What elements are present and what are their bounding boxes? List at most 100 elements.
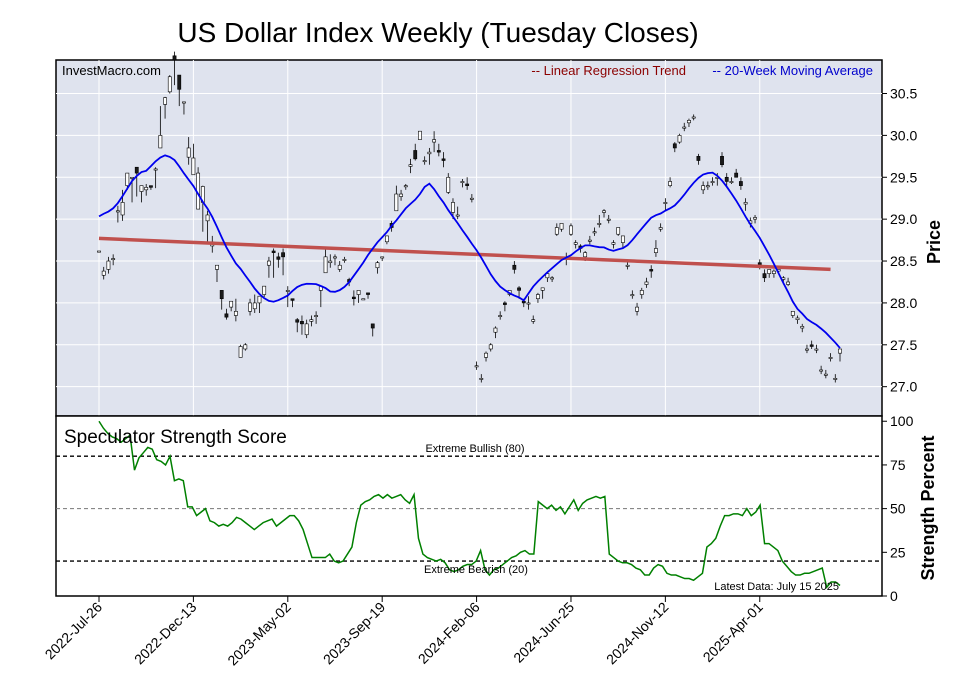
strength-panel-title: Speculator Strength Score xyxy=(64,427,287,448)
price-panel: 27.0 27.5 28.0 28.5 29.0 29.5 30.0 30.5 InvestM… xyxy=(55,51,944,417)
candle-body xyxy=(753,217,757,220)
candle xyxy=(502,301,507,312)
candle-body xyxy=(399,193,403,197)
watermark: InvestMacro.com xyxy=(62,63,161,78)
candle xyxy=(351,290,356,306)
candle-body xyxy=(149,185,153,188)
candle xyxy=(602,209,606,218)
candle xyxy=(436,143,441,157)
candle xyxy=(682,122,687,132)
candle-body xyxy=(602,210,606,213)
candle xyxy=(399,189,403,201)
chart-title: US Dollar Index Weekly (Tuesday Closes) xyxy=(177,17,698,48)
candle xyxy=(469,194,474,203)
extreme-bullish-label: Extreme Bullish (80) xyxy=(425,443,524,455)
candle-body xyxy=(441,158,446,161)
strength-axis-title: Strength Percent xyxy=(918,435,938,580)
candle-body xyxy=(243,344,248,350)
x-tick-label: 2022-Dec-13 xyxy=(131,599,200,668)
candle xyxy=(101,266,106,280)
candle xyxy=(540,287,545,299)
candle-body xyxy=(616,227,621,235)
candle xyxy=(205,210,210,245)
x-axis: 2022-Jul-26 2022-Dec-13 2023-May-02 2023-Se… xyxy=(42,596,766,668)
candle xyxy=(323,248,328,274)
candle-body xyxy=(734,172,739,178)
candle xyxy=(191,143,196,176)
candle-body xyxy=(304,323,309,336)
price-tick-label: 28.5 xyxy=(890,253,917,269)
price-grid xyxy=(56,60,882,416)
candle xyxy=(333,254,337,266)
candle-body xyxy=(658,227,663,230)
candle xyxy=(672,142,677,153)
candle xyxy=(710,177,715,186)
x-tick-label: 2024-Nov-12 xyxy=(603,599,672,668)
candle xyxy=(314,311,319,324)
candle-body xyxy=(385,235,389,243)
candle-body xyxy=(606,218,611,221)
candle-body xyxy=(262,285,267,295)
candle-body xyxy=(493,327,498,333)
candle-body xyxy=(583,252,588,258)
candle xyxy=(611,240,616,249)
candle xyxy=(446,173,451,195)
candle xyxy=(616,227,621,236)
candle-body xyxy=(479,378,484,380)
candle xyxy=(559,223,564,232)
extreme-bearish-label: Extreme Bearish (20) xyxy=(424,564,528,576)
candle-body xyxy=(413,150,418,160)
strength-tick-label: 25 xyxy=(890,544,906,560)
regression-trend-path xyxy=(98,236,831,272)
candle-body xyxy=(351,296,356,300)
candle xyxy=(153,167,158,189)
candle xyxy=(597,214,602,228)
candle-body xyxy=(597,223,602,225)
candle xyxy=(838,348,842,362)
candle xyxy=(493,326,498,339)
candle-body xyxy=(488,344,493,350)
candle-body xyxy=(663,202,668,204)
candle-body xyxy=(521,300,526,304)
candle-body xyxy=(115,210,120,213)
candle xyxy=(691,114,696,121)
candle-body xyxy=(786,281,790,285)
candle xyxy=(701,181,706,195)
candle xyxy=(635,302,639,316)
candle-body xyxy=(654,248,658,253)
candle-body xyxy=(451,202,455,213)
candle xyxy=(536,292,540,303)
x-tick-label: 2022-Jul-26 xyxy=(42,599,106,663)
candle-body xyxy=(125,172,130,186)
candle-body xyxy=(484,352,488,358)
candle xyxy=(394,185,399,212)
strength-y-axis: 0 25 50 75 100 xyxy=(882,413,914,604)
price-tick-label: 29.5 xyxy=(890,169,917,185)
candle-body xyxy=(375,262,380,269)
price-tick-label: 28.0 xyxy=(890,295,917,311)
candle xyxy=(644,277,649,288)
candle-body xyxy=(625,264,630,267)
candle-body xyxy=(337,264,342,270)
candle-body xyxy=(366,292,370,295)
candle-body xyxy=(474,365,479,368)
candle-body xyxy=(805,348,809,351)
candle-body xyxy=(238,346,243,358)
candle xyxy=(271,248,276,278)
candle-body xyxy=(422,160,427,163)
candle-body xyxy=(167,76,172,93)
candle-body xyxy=(682,126,687,129)
moving-average-line xyxy=(98,154,841,349)
candle xyxy=(531,315,536,324)
candle xyxy=(545,273,550,282)
candle xyxy=(300,315,304,335)
candle xyxy=(639,287,644,299)
candle-body xyxy=(163,97,167,105)
candle xyxy=(413,143,418,161)
candle xyxy=(167,75,172,94)
candle xyxy=(177,74,182,107)
candle xyxy=(196,167,201,210)
candle xyxy=(762,269,767,282)
candle-body xyxy=(724,176,729,182)
candle-body xyxy=(158,135,163,149)
